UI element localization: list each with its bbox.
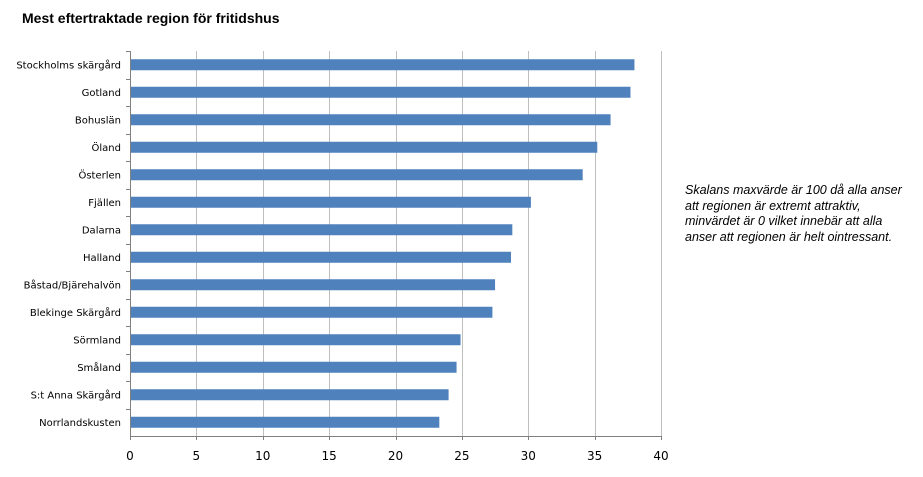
category-label: Blekinge Skärgård: [30, 306, 121, 319]
bar: [131, 114, 611, 126]
axes: [126, 51, 662, 440]
category-label: S:t Anna Skärgård: [31, 388, 121, 401]
category-label: Halland: [83, 253, 121, 264]
bar: [131, 334, 461, 346]
x-tick-label: 40: [653, 449, 668, 463]
gridlines: [196, 51, 662, 436]
x-tick-label: 20: [388, 449, 403, 463]
bar: [131, 224, 513, 236]
bar: [131, 279, 496, 291]
bar: [131, 361, 457, 373]
bars: [131, 59, 635, 428]
category-label: Fjällen: [88, 198, 121, 209]
tick-labels: 0 5 10 15 20 25 30 35 40: [126, 449, 668, 463]
bar: [131, 169, 583, 181]
category-label: Småland: [77, 361, 121, 374]
category-label: Båstad/Bjärehalvön: [24, 278, 121, 291]
category-label: Dalarna: [82, 225, 121, 236]
category-label: Stockholms skärgård: [16, 58, 121, 71]
bar: [131, 196, 531, 208]
bar: [131, 306, 493, 318]
category-label: Bohuslän: [75, 115, 121, 126]
x-tick-label: 10: [255, 449, 270, 463]
chart-annotation: Skalans maxvärde är 100 då alla anser at…: [685, 183, 902, 244]
x-tick-label: 30: [521, 449, 536, 463]
category-labels: Stockholms skärgård Gotland Bohuslän Öland Ö…: [16, 58, 121, 429]
bar: [131, 86, 631, 98]
bar: [131, 141, 598, 153]
bar: [131, 251, 511, 263]
category-label: Öland: [92, 141, 121, 154]
category-label: Sörmland: [73, 335, 121, 346]
bar: [131, 389, 449, 401]
x-tick-label: 5: [193, 449, 201, 463]
bar: [131, 416, 440, 428]
x-tick-label: 15: [321, 449, 336, 463]
bar: [131, 59, 635, 71]
category-label: Österlen: [78, 168, 121, 181]
chart-title: Mest eftertraktade region för fritidshus: [22, 10, 280, 26]
x-tick-label: 25: [454, 449, 469, 463]
category-label: Gotland: [82, 88, 121, 99]
x-tick-label: 0: [126, 449, 134, 463]
x-tick-label: 35: [587, 449, 602, 463]
category-label: Norrlandskusten: [39, 418, 121, 429]
